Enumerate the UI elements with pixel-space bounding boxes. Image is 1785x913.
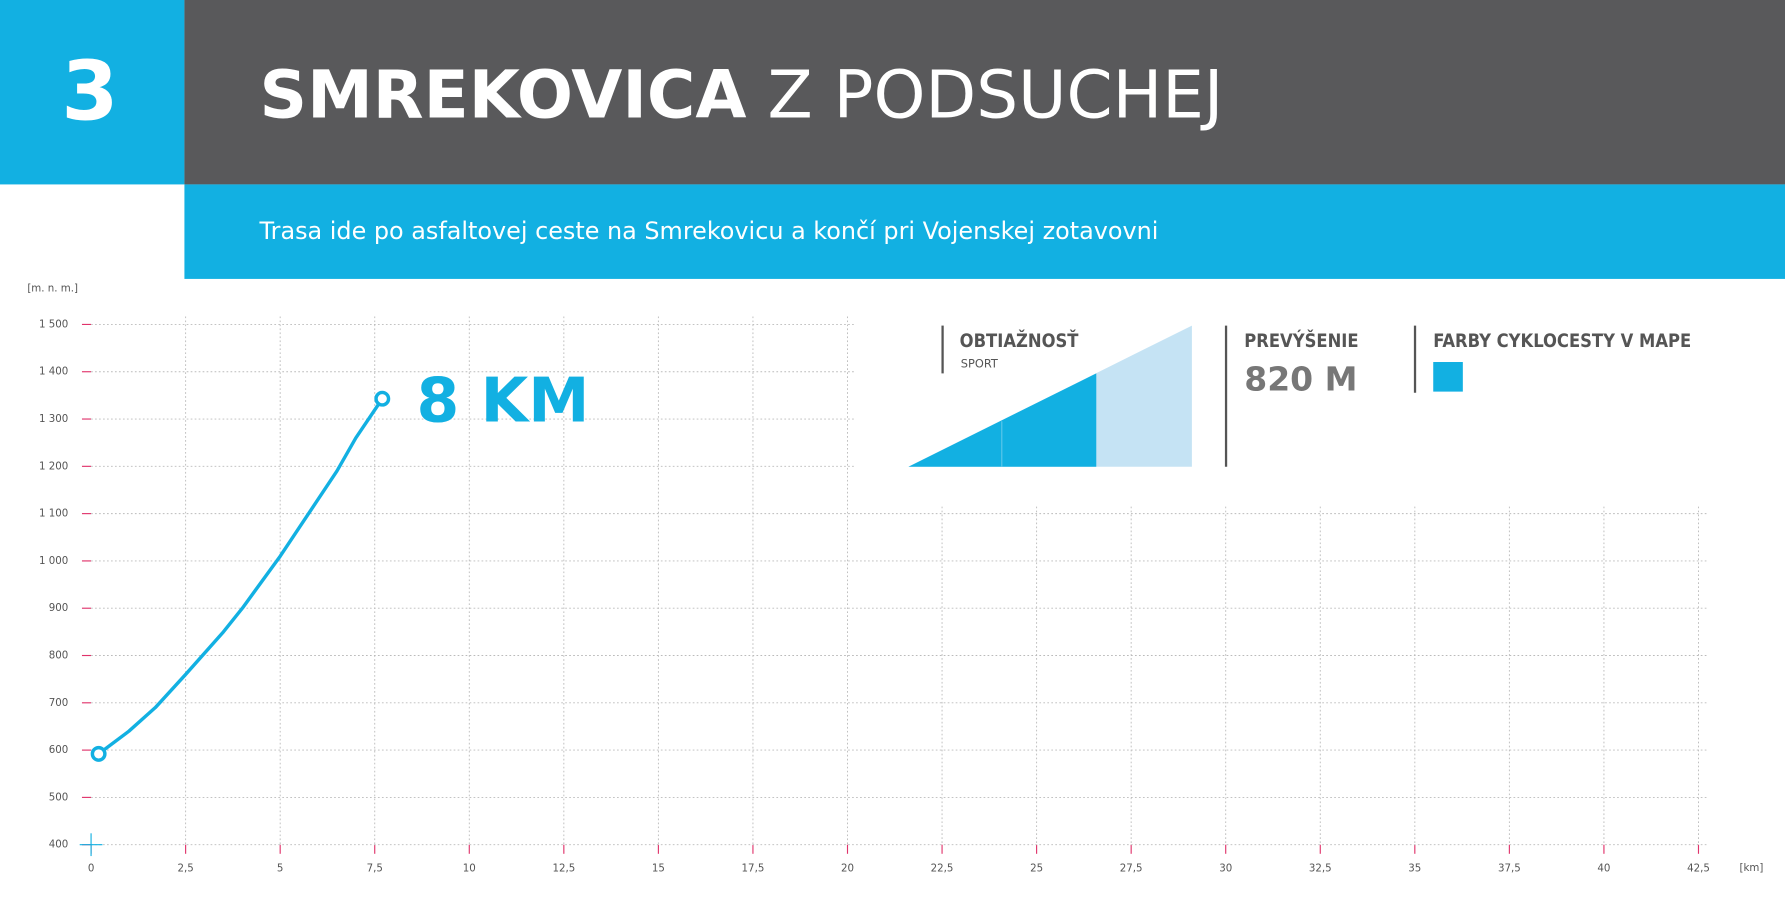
x-tick-label: 22,5 — [931, 863, 954, 875]
x-tick-label: 10 — [463, 863, 476, 875]
x-tick-label: 35 — [1408, 863, 1421, 875]
difficulty-bg — [908, 325, 1192, 467]
title-bold: SMREKOVICA — [260, 56, 747, 133]
x-tick-label: 37,5 — [1498, 863, 1521, 875]
y-tick-label: 600 — [49, 744, 69, 756]
y-tick-label: 1 000 — [39, 555, 68, 567]
title-bar — [184, 0, 1785, 185]
y-axis-label: [m. n. m.] — [27, 282, 78, 294]
subtitle: Trasa ide po asfaltovej ceste na Smrekov… — [259, 217, 1159, 245]
color-label: FARBY CYKLOCESTY V MAPE — [1433, 331, 1691, 352]
route-number: 3 — [61, 45, 118, 140]
x-tick-label: 40 — [1597, 863, 1610, 875]
subtitle-bar — [184, 184, 1785, 279]
difficulty-value: SPORT — [961, 357, 998, 371]
x-tick-label: 15 — [652, 863, 665, 875]
elevation-line — [97, 397, 384, 756]
x-tick-label: 0 — [88, 863, 95, 875]
y-tick-label: 400 — [49, 839, 69, 851]
number-box — [0, 0, 185, 185]
y-tick-label: 500 — [49, 791, 69, 803]
y-tick-label: 700 — [49, 697, 69, 709]
x-tick-label: 42,5 — [1687, 863, 1710, 875]
y-tick-label: 1 400 — [39, 366, 68, 378]
y-tick-label: 1 100 — [39, 508, 68, 520]
title-rest: Z PODSUCHEJ — [767, 56, 1223, 133]
x-tick-label: 27,5 — [1120, 863, 1143, 875]
x-axis-label: [km] — [1739, 862, 1763, 874]
endpoint — [374, 390, 391, 407]
x-tick-label: 32,5 — [1309, 863, 1332, 875]
y-tick-label: 1 200 — [39, 460, 68, 472]
title: SMREKOVICA Z PODSUCHEJ — [260, 56, 1224, 133]
x-tick-label: 2,5 — [177, 863, 193, 875]
x-tick-label: 17,5 — [742, 863, 765, 875]
x-tick-label: 25 — [1030, 863, 1043, 875]
elevation-gain-value: 820 M — [1244, 359, 1357, 398]
endpoint — [90, 745, 107, 762]
elevation-gain-label: PREVÝŠENIE — [1244, 330, 1358, 352]
x-tick-label: 12,5 — [552, 863, 575, 875]
x-tick-label: 7,5 — [367, 863, 383, 875]
difficulty-label: OBTIAŽNOSŤ — [960, 330, 1080, 352]
x-tick-label: 30 — [1219, 863, 1232, 875]
x-tick-label: 20 — [841, 863, 854, 875]
route-color-swatch — [1433, 362, 1463, 392]
y-tick-label: 800 — [49, 650, 69, 662]
y-tick-label: 1 300 — [39, 413, 68, 425]
y-tick-label: 900 — [49, 602, 69, 614]
y-tick-label: 1 500 — [39, 318, 68, 330]
distance-annotation: 8 KM — [416, 365, 589, 436]
x-tick-label: 5 — [277, 863, 284, 875]
